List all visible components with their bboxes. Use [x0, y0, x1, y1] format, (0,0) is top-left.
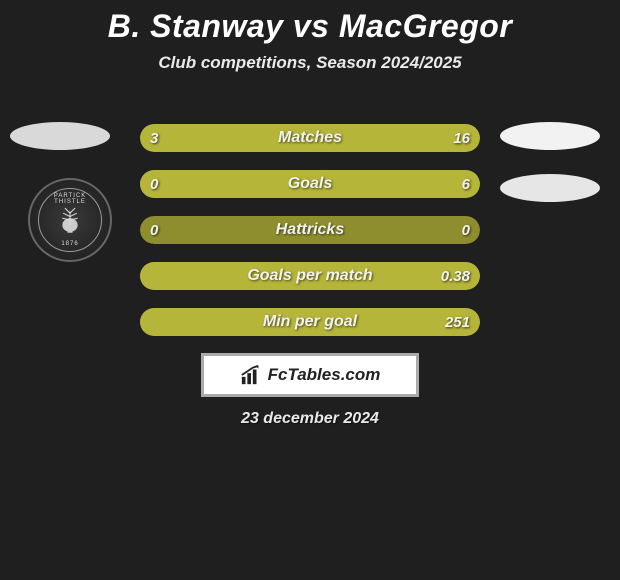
stats-bars: 316Matches 06Goals 00Hattricks 0.38Goals pe…	[140, 124, 480, 354]
stat-bar: 06Goals	[140, 170, 480, 198]
fctables-label: FcTables.com	[268, 365, 381, 385]
crest-text-top: PARTICK THISTLE	[39, 193, 101, 205]
club-crest: PARTICK THISTLE 1876	[28, 178, 112, 262]
bar-right-fill	[140, 308, 480, 336]
bar-right-fill	[140, 170, 480, 198]
date-stamp: 23 december 2024	[0, 410, 620, 428]
right-player-avatar-placeholder-2	[500, 174, 600, 202]
left-player-avatar-placeholder	[10, 122, 110, 150]
thistle-icon	[53, 203, 87, 237]
stat-bar: 0.38Goals per match	[140, 262, 480, 290]
bar-right-fill	[140, 262, 480, 290]
comparison-infographic: B. Stanway vs MacGregor Club competition…	[0, 0, 620, 580]
right-player-avatar-placeholder-1	[500, 122, 600, 150]
subtitle: Club competitions, Season 2024/2025	[0, 53, 620, 73]
stat-bar: 00Hattricks	[140, 216, 480, 244]
page-title: B. Stanway vs MacGregor	[0, 0, 620, 45]
bar-right-fill	[194, 124, 480, 152]
bar-left-fill	[140, 124, 194, 152]
stat-bar: 316Matches	[140, 124, 480, 152]
club-crest-inner: PARTICK THISTLE 1876	[38, 188, 102, 252]
fctables-watermark: FcTables.com	[201, 353, 419, 397]
stat-bar: 251Min per goal	[140, 308, 480, 336]
bar-track	[140, 216, 480, 244]
bar-chart-icon	[240, 364, 262, 386]
crest-year: 1876	[39, 241, 101, 247]
